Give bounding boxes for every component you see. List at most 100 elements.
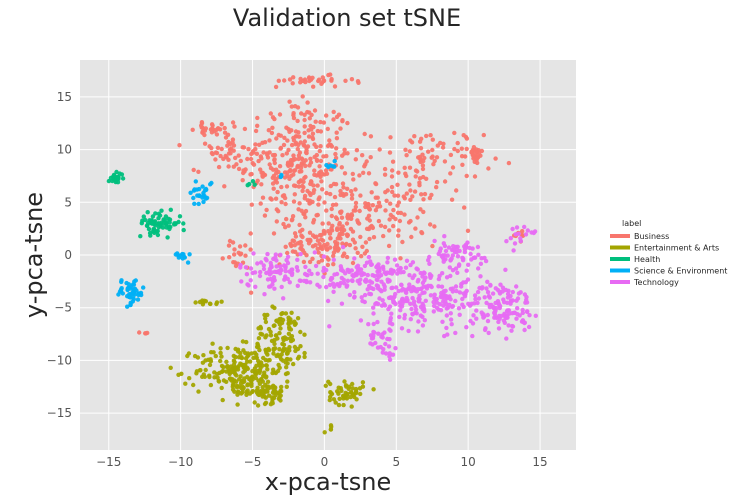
scatter-point	[363, 240, 369, 245]
scatter-point	[429, 284, 434, 290]
scatter-point	[283, 269, 288, 274]
scatter-point	[141, 214, 146, 219]
scatter-point	[262, 394, 267, 399]
scatter-point	[329, 206, 334, 212]
scatter-point	[352, 290, 357, 295]
scatter-point	[357, 208, 362, 214]
scatter-point	[334, 114, 340, 120]
scatter-point	[307, 230, 313, 235]
x-tick-label: 5	[392, 455, 400, 469]
scatter-point	[271, 173, 277, 179]
scatter-point	[138, 234, 143, 239]
scatter-point	[506, 323, 511, 328]
scatter-point	[304, 253, 309, 258]
scatter-point	[436, 251, 441, 257]
scatter-point	[413, 304, 418, 309]
scatter-point	[217, 127, 223, 132]
scatter-point	[364, 260, 370, 265]
scatter-point	[423, 298, 428, 303]
scatter-point	[154, 229, 159, 234]
scatter-point	[514, 225, 520, 230]
scatter-point	[443, 248, 449, 254]
scatter-point	[305, 100, 310, 105]
scatter-point	[449, 322, 454, 327]
scatter-point	[522, 320, 527, 325]
scatter-point	[360, 298, 365, 304]
scatter-point	[360, 380, 366, 385]
scatter-point	[408, 188, 413, 193]
scatter-point	[338, 126, 343, 131]
scatter-point	[371, 235, 377, 240]
scatter-point	[375, 301, 381, 307]
legend-entry: Business	[634, 232, 669, 241]
scatter-point	[459, 146, 464, 151]
scatter-point	[303, 215, 308, 220]
scatter-point	[407, 285, 412, 291]
scatter-point	[131, 297, 136, 302]
scatter-point	[466, 262, 471, 267]
scatter-point	[278, 388, 283, 393]
scatter-point	[289, 267, 294, 272]
scatter-point	[265, 152, 270, 158]
scatter-point	[302, 143, 307, 148]
scatter-point	[401, 298, 406, 303]
scatter-point	[284, 356, 290, 362]
scatter-point	[327, 397, 332, 403]
scatter-point	[308, 280, 313, 285]
scatter-point	[138, 290, 144, 296]
scatter-point	[403, 171, 408, 176]
scatter-point	[263, 319, 269, 325]
chart-title: Validation set tSNE	[233, 4, 461, 32]
scatter-point	[350, 260, 356, 266]
scatter-point	[475, 300, 480, 306]
scatter-point	[397, 218, 403, 224]
scatter-point	[407, 182, 412, 187]
scatter-point	[485, 312, 490, 318]
y-axis-ticks: 15 10 5 0 −5 −10 −15	[47, 90, 72, 420]
scatter-point	[198, 368, 203, 373]
scatter-point	[404, 191, 409, 196]
scatter-point	[508, 236, 513, 241]
scatter-point	[377, 147, 382, 152]
scatter-point	[267, 269, 272, 274]
scatter-point	[238, 158, 243, 164]
scatter-point	[316, 202, 321, 207]
scatter-point	[168, 207, 173, 212]
scatter-point	[278, 326, 283, 331]
scatter-point	[226, 164, 231, 169]
scatter-point	[371, 305, 376, 310]
scatter-point	[428, 133, 433, 138]
scatter-point	[233, 155, 238, 161]
scatter-point	[450, 165, 456, 170]
scatter-point	[192, 353, 198, 359]
scatter-point	[381, 266, 386, 272]
scatter-point	[498, 282, 503, 287]
scatter-point	[201, 353, 206, 358]
scatter-point	[392, 257, 398, 262]
scatter-point	[250, 270, 255, 276]
scatter-point	[430, 137, 435, 142]
scatter-point	[440, 319, 445, 324]
scatter-point	[348, 226, 354, 232]
scatter-point	[471, 313, 476, 318]
scatter-point	[278, 398, 283, 403]
scatter-point	[319, 179, 324, 184]
scatter-point	[354, 148, 360, 153]
scatter-point	[215, 145, 221, 150]
scatter-point	[289, 272, 295, 278]
scatter-point	[300, 94, 305, 99]
scatter-point	[474, 157, 479, 162]
scatter-point	[293, 140, 299, 146]
scatter-point	[311, 84, 316, 89]
scatter-point	[308, 156, 313, 161]
scatter-point	[387, 217, 392, 222]
scatter-point	[491, 304, 496, 310]
scatter-point	[408, 218, 413, 224]
scatter-point	[352, 394, 357, 400]
scatter-point	[434, 300, 440, 305]
scatter-point	[307, 163, 312, 168]
scatter-point	[360, 384, 366, 389]
scatter-point	[240, 178, 245, 183]
scatter-point	[272, 160, 277, 166]
scatter-point	[289, 310, 294, 315]
